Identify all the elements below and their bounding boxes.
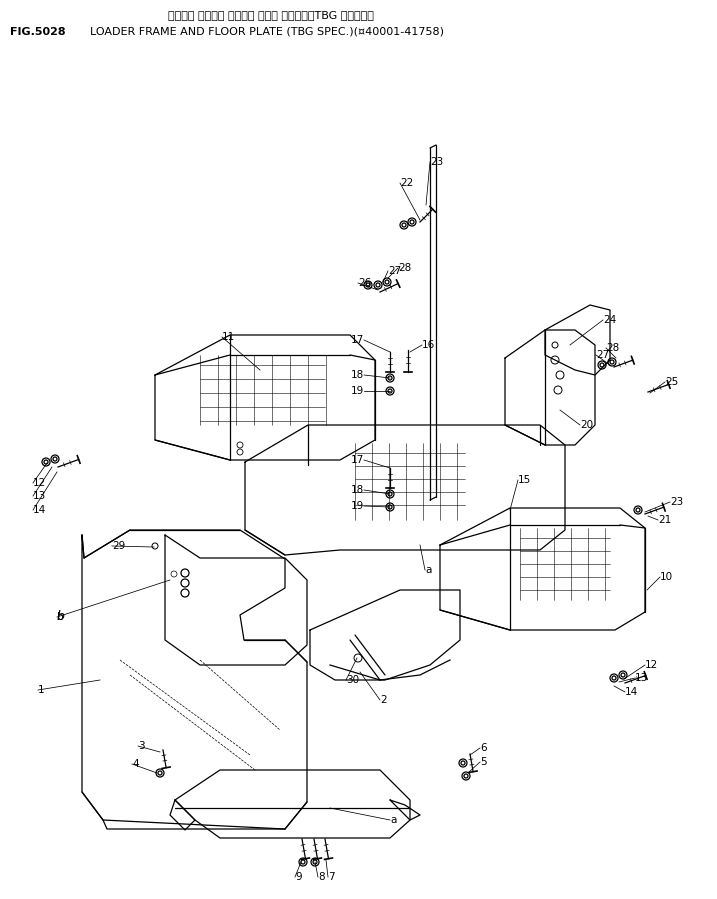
Text: 25: 25 — [665, 377, 678, 387]
Text: 13: 13 — [33, 491, 47, 501]
Text: 21: 21 — [658, 515, 671, 525]
Text: 12: 12 — [33, 478, 47, 488]
Text: 23: 23 — [670, 497, 683, 507]
Text: 11: 11 — [222, 332, 235, 342]
Text: 28: 28 — [398, 263, 412, 273]
Text: FIG.5028: FIG.5028 — [10, 27, 66, 37]
Text: 19: 19 — [351, 386, 364, 396]
Text: 17: 17 — [351, 335, 364, 345]
Text: 18: 18 — [351, 485, 364, 495]
Text: 16: 16 — [422, 340, 435, 350]
Text: 1: 1 — [38, 685, 44, 695]
Text: 20: 20 — [580, 420, 593, 430]
Text: 4: 4 — [132, 759, 138, 769]
Text: 7: 7 — [328, 872, 335, 882]
Text: b: b — [57, 610, 65, 624]
Text: 14: 14 — [33, 505, 47, 515]
Text: 22: 22 — [400, 178, 413, 188]
Text: 10: 10 — [660, 572, 673, 582]
Text: 19: 19 — [351, 501, 364, 511]
Text: 27: 27 — [596, 350, 609, 360]
Text: 27: 27 — [388, 266, 402, 276]
Text: 28: 28 — [606, 343, 619, 353]
Text: 24: 24 — [603, 315, 616, 325]
Text: 5: 5 — [480, 757, 487, 767]
Text: 30: 30 — [346, 675, 359, 685]
Text: 26: 26 — [358, 278, 371, 288]
Text: a: a — [390, 815, 397, 825]
Text: 9: 9 — [295, 872, 302, 882]
Text: 8: 8 — [318, 872, 325, 882]
Text: 13: 13 — [635, 673, 648, 683]
Text: a: a — [425, 565, 432, 575]
Text: 15: 15 — [518, 475, 531, 485]
Text: 2: 2 — [380, 695, 386, 705]
Text: 6: 6 — [480, 743, 487, 753]
Text: b: b — [57, 612, 64, 622]
Text: 18: 18 — [351, 370, 364, 380]
Text: 14: 14 — [625, 687, 638, 697]
Text: 23: 23 — [430, 157, 443, 167]
Text: 12: 12 — [645, 660, 658, 670]
Text: LOADER FRAME AND FLOOR PLATE (TBG SPEC.)(¤40001-41758): LOADER FRAME AND FLOOR PLATE (TBG SPEC.)… — [90, 27, 444, 37]
Text: ローダー フレーム オヨビー フロア プレート（TBG シリーズ）: ローダー フレーム オヨビー フロア プレート（TBG シリーズ） — [168, 10, 374, 20]
Text: 3: 3 — [138, 741, 145, 751]
Text: 17: 17 — [351, 455, 364, 465]
Text: 29: 29 — [112, 541, 125, 551]
